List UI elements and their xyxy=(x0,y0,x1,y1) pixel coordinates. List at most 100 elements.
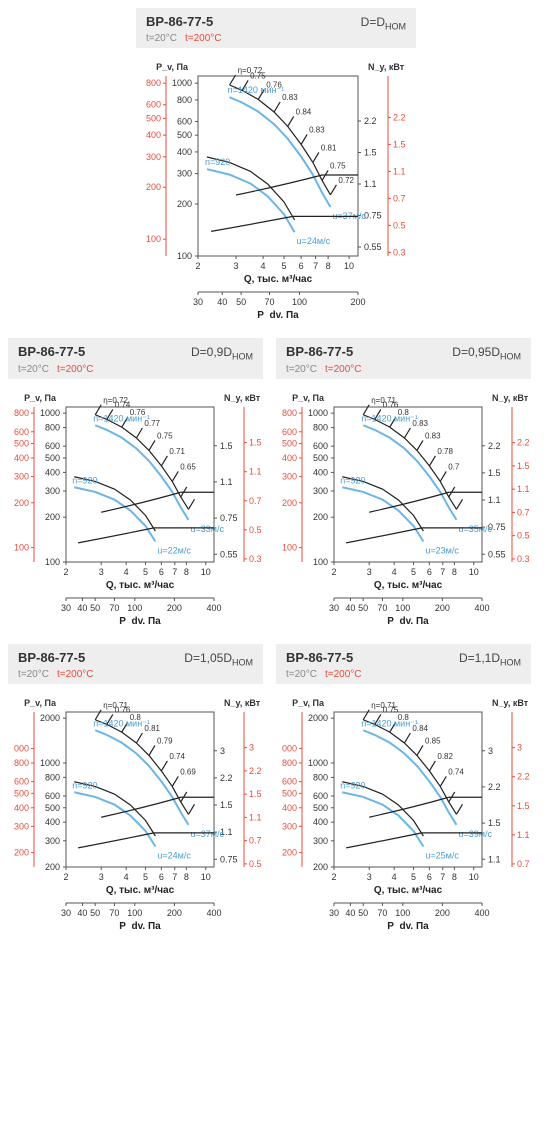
svg-text:800: 800 xyxy=(14,758,29,768)
svg-text:0.75: 0.75 xyxy=(249,836,262,846)
svg-text:2.2: 2.2 xyxy=(249,766,262,776)
svg-text:0.75: 0.75 xyxy=(250,72,266,81)
svg-text:100: 100 xyxy=(282,542,297,552)
svg-text:0.65: 0.65 xyxy=(180,462,196,471)
svg-text:P_v, Па: P_v, Па xyxy=(292,393,325,403)
temp-200: t=200°C xyxy=(325,669,362,680)
chart-area: P_v, ПаN_у, кВт1002003004005006008001000… xyxy=(8,379,268,624)
svg-text:100: 100 xyxy=(146,235,161,245)
svg-text:1.5: 1.5 xyxy=(249,789,262,799)
panel-title: ВР-86-77-5 xyxy=(18,344,85,359)
svg-text:600: 600 xyxy=(14,427,29,437)
svg-text:1.5: 1.5 xyxy=(517,461,530,471)
svg-text:1.1: 1.1 xyxy=(517,484,530,494)
svg-text:300: 300 xyxy=(14,822,29,832)
svg-text:400: 400 xyxy=(206,603,221,613)
svg-text:800: 800 xyxy=(282,408,297,418)
svg-text:0.83: 0.83 xyxy=(282,93,298,102)
chart-area: P_v, ПаN_у, кВт1002003004005006008001000… xyxy=(8,48,544,318)
svg-text:500: 500 xyxy=(313,803,328,813)
svg-text:100: 100 xyxy=(127,908,142,918)
svg-text:3: 3 xyxy=(367,567,372,577)
svg-text:2.2: 2.2 xyxy=(220,773,233,783)
svg-text:200: 200 xyxy=(45,512,60,522)
svg-text:2: 2 xyxy=(331,567,336,577)
svg-text:5: 5 xyxy=(143,872,148,882)
svg-text:400: 400 xyxy=(45,467,60,477)
svg-text:200: 200 xyxy=(167,908,182,918)
fan-performance-chart: P_v, ПаN_у, кВт1002003004005006008001000… xyxy=(146,58,406,318)
svg-text:0.76: 0.76 xyxy=(383,400,399,409)
svg-text:800: 800 xyxy=(45,422,60,432)
svg-text:0.55: 0.55 xyxy=(220,549,238,559)
svg-text:300: 300 xyxy=(313,486,328,496)
svg-text:3: 3 xyxy=(249,743,254,753)
svg-text:0.79: 0.79 xyxy=(157,737,173,746)
svg-text:800: 800 xyxy=(14,408,29,418)
svg-text:200: 200 xyxy=(14,498,29,508)
svg-text:N_у, кВт: N_у, кВт xyxy=(224,393,261,403)
svg-text:2000: 2000 xyxy=(40,713,60,723)
svg-text:u=22м/c: u=22м/c xyxy=(157,545,191,555)
diameter-label: D=1,05DНОМ xyxy=(184,651,253,667)
svg-text:2: 2 xyxy=(63,567,68,577)
svg-text:1000: 1000 xyxy=(40,408,60,418)
svg-text:4: 4 xyxy=(392,567,397,577)
svg-text:n=920: n=920 xyxy=(205,158,230,168)
svg-text:200: 200 xyxy=(167,603,182,613)
svg-text:200: 200 xyxy=(282,848,297,858)
svg-text:0.75: 0.75 xyxy=(220,513,238,523)
svg-text:100: 100 xyxy=(313,557,328,567)
svg-text:7: 7 xyxy=(172,872,177,882)
svg-text:30: 30 xyxy=(61,908,71,918)
svg-text:100: 100 xyxy=(395,603,410,613)
svg-text:50: 50 xyxy=(358,603,368,613)
svg-text:0.75: 0.75 xyxy=(249,496,262,506)
svg-text:200: 200 xyxy=(282,498,297,508)
svg-text:0.84: 0.84 xyxy=(296,108,312,117)
svg-text:P_v, Па: P_v, Па xyxy=(156,62,189,72)
svg-text:10: 10 xyxy=(469,872,479,882)
svg-text:P_dv, Па: P_dv, Па xyxy=(387,616,429,624)
svg-text:500: 500 xyxy=(282,789,297,799)
svg-text:400: 400 xyxy=(282,453,297,463)
chart-panel-p2: ВР-86-77-5D=0,9DНОМt=20°Ct=200°CP_v, ПаN… xyxy=(8,338,268,623)
svg-text:100: 100 xyxy=(177,251,192,261)
svg-text:1.1: 1.1 xyxy=(249,813,262,823)
svg-text:40: 40 xyxy=(345,908,355,918)
svg-text:600: 600 xyxy=(45,441,60,451)
svg-text:0.74: 0.74 xyxy=(448,768,464,777)
chart-panel-p5: ВР-86-77-5D=1,1DНОМt=20°Ct=200°CP_v, ПаN… xyxy=(276,644,536,929)
svg-text:2.2: 2.2 xyxy=(364,116,377,126)
svg-text:6: 6 xyxy=(427,872,432,882)
svg-text:2: 2 xyxy=(63,872,68,882)
svg-text:0.78: 0.78 xyxy=(437,447,453,456)
svg-text:400: 400 xyxy=(206,908,221,918)
svg-text:n=920: n=920 xyxy=(340,780,365,790)
svg-text:400: 400 xyxy=(14,453,29,463)
svg-text:50: 50 xyxy=(90,908,100,918)
svg-text:10: 10 xyxy=(201,567,211,577)
chart-panel-p4: ВР-86-77-5D=1,05DНОМt=20°Ct=200°CP_v, Па… xyxy=(8,644,268,929)
svg-text:u=24м/c: u=24м/c xyxy=(157,851,191,861)
svg-text:0.75: 0.75 xyxy=(220,854,238,864)
panel-title: ВР-86-77-5 xyxy=(286,650,353,665)
svg-text:n=1420 мин⁻¹: n=1420 мин⁻¹ xyxy=(228,86,285,96)
svg-text:u=37м/c: u=37м/c xyxy=(190,829,224,839)
svg-text:2.2: 2.2 xyxy=(488,782,501,792)
svg-text:4: 4 xyxy=(392,872,397,882)
svg-text:50: 50 xyxy=(90,603,100,613)
svg-text:300: 300 xyxy=(313,836,328,846)
diameter-label: D=0,95DНОМ xyxy=(452,345,521,361)
svg-text:0.74: 0.74 xyxy=(169,752,185,761)
svg-text:2000: 2000 xyxy=(308,713,328,723)
svg-text:n=1420 мин⁻¹: n=1420 мин⁻¹ xyxy=(361,718,418,728)
svg-text:200: 200 xyxy=(45,862,60,872)
svg-text:100: 100 xyxy=(45,557,60,567)
svg-text:400: 400 xyxy=(14,803,29,813)
svg-text:N_у, кВт: N_у, кВт xyxy=(492,393,529,403)
svg-text:1.1: 1.1 xyxy=(488,854,501,864)
svg-text:7: 7 xyxy=(440,567,445,577)
svg-text:0.83: 0.83 xyxy=(425,431,441,440)
svg-text:400: 400 xyxy=(313,467,328,477)
